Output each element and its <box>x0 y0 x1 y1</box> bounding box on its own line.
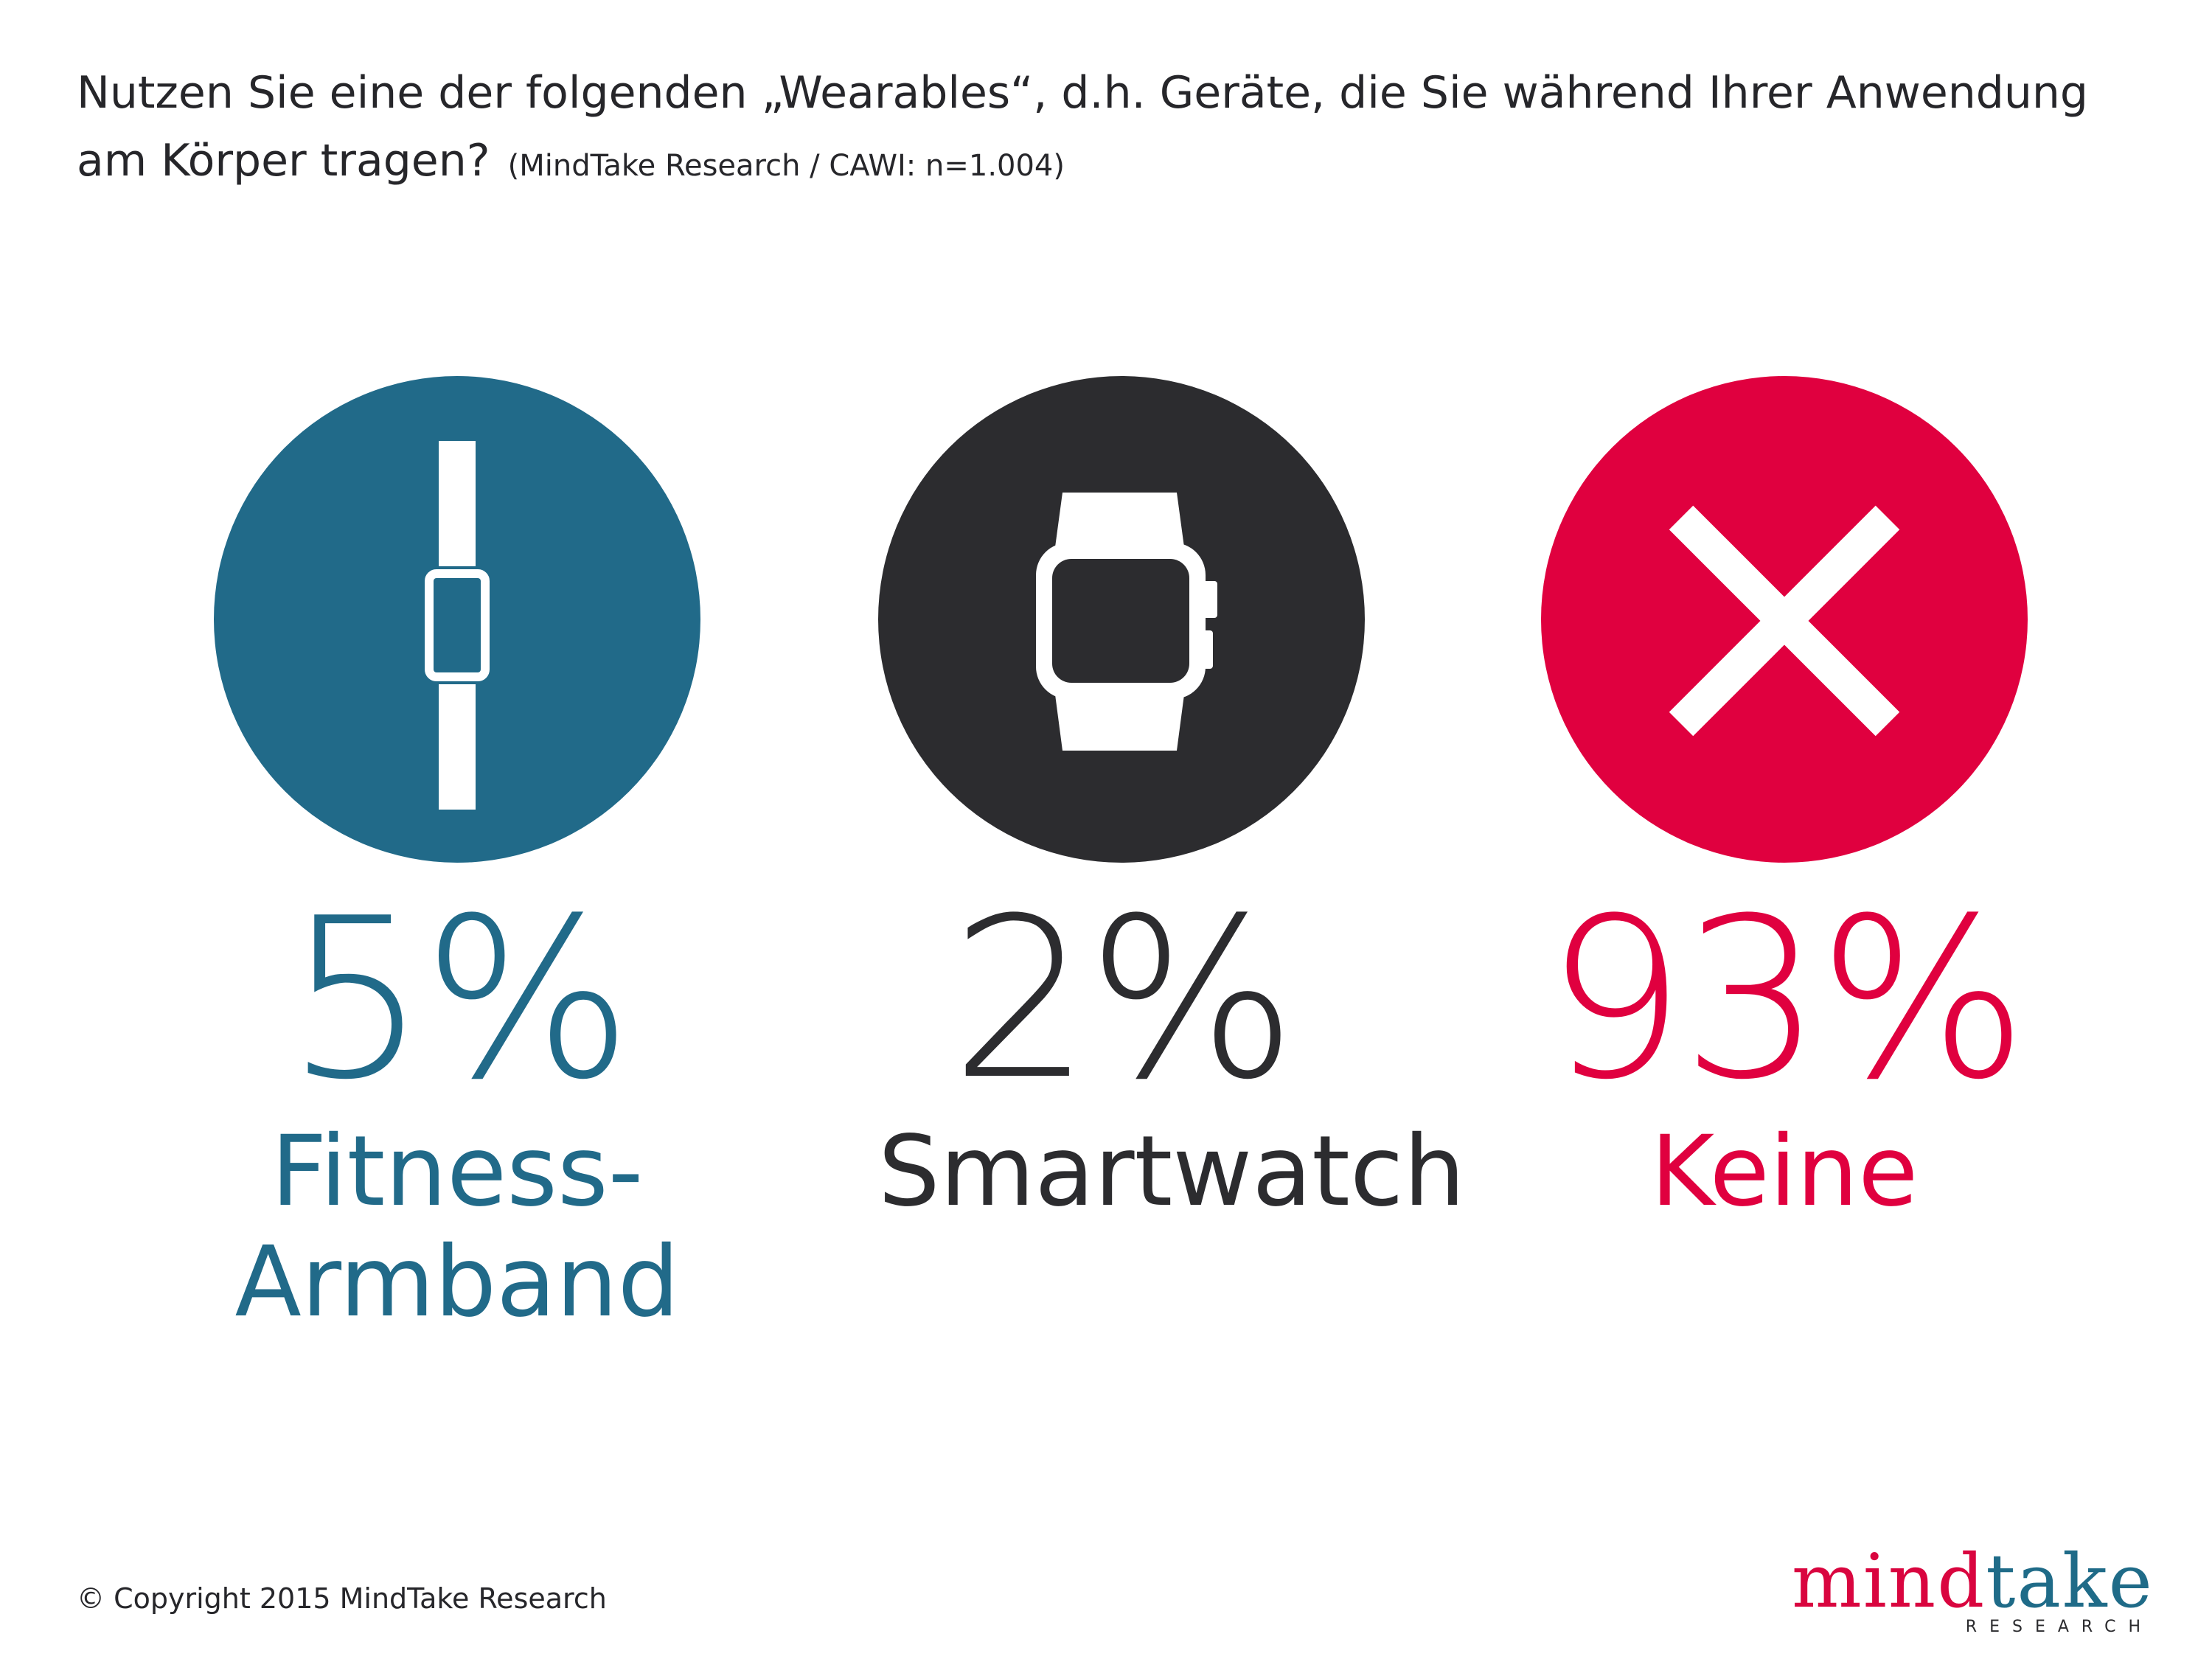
headline: Nutzen Sie eine der folgenden „Wearables… <box>77 59 2141 200</box>
item-keine: 93% Keine <box>1541 376 2028 1227</box>
smartwatch-icon <box>1036 493 1217 751</box>
keine-circle <box>1541 376 2028 863</box>
category-label: Smartwatch <box>878 1115 1466 1228</box>
category-label-line-1: Smartwatch <box>878 1115 1466 1228</box>
mindtake-logo: mindtake RESEARCH <box>1792 1541 2153 1637</box>
question-line-2-wrap: am Körper tragen? (MindTake Research / CA… <box>77 127 2141 200</box>
copyright: © Copyright 2015 MindTake Research <box>77 1582 607 1615</box>
category-label-line-2: Armband <box>234 1225 680 1339</box>
question-line-1: Nutzen Sie eine der folgenden „Wearables… <box>77 67 2089 119</box>
category-label-line-1: Fitness- <box>271 1115 644 1228</box>
logo-part-2: take <box>1986 1538 2154 1624</box>
logo-part-1: mind <box>1792 1538 1986 1624</box>
item-smartwatch: 2% Smartwatch <box>878 376 1466 1228</box>
category-label: Keine <box>1541 1116 2028 1227</box>
logo-subtitle: RESEARCH <box>1965 1618 2153 1636</box>
source-note: (MindTake Research / CAWI: n=1.004) <box>507 149 1065 183</box>
question-line-2: am Körper tragen? <box>77 135 490 187</box>
value-label: 2% <box>950 871 1297 1128</box>
category-label-line-1: Keine <box>1650 1115 1919 1228</box>
value-label: 93% <box>1545 871 2028 1128</box>
category-label: Fitness- Armband <box>214 1116 700 1338</box>
value-label: 5% <box>286 871 633 1128</box>
smartwatch-circle <box>878 376 1365 863</box>
logo-wordmark: mindtake <box>1792 1541 2154 1622</box>
fitness-band-icon <box>425 441 490 810</box>
item-fitness-armband: 5% Fitness- Armband <box>214 376 700 1338</box>
cross-icon <box>1669 505 1900 737</box>
fitness-circle <box>214 376 700 863</box>
